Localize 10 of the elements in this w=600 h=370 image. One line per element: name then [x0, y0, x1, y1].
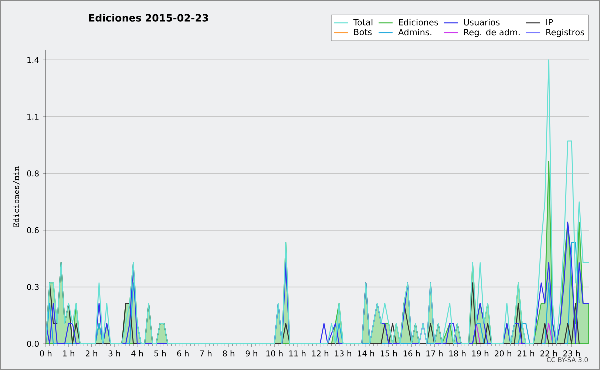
- legend-label: Usuarios: [464, 19, 500, 26]
- legend-label: Admins.: [398, 29, 432, 36]
- legend-label: Reg. de adm.: [464, 29, 520, 38]
- legend-label: IP: [546, 19, 554, 26]
- legend-label: Ediciones: [399, 19, 438, 26]
- legend-label: Total: [354, 19, 373, 26]
- legend-label: Registros: [546, 29, 584, 38]
- y-axis-title: Ediciones/min: [13, 166, 20, 228]
- chart-title: Ediciones 2015-02-23: [89, 14, 208, 22]
- legend-label: Bots: [354, 29, 372, 36]
